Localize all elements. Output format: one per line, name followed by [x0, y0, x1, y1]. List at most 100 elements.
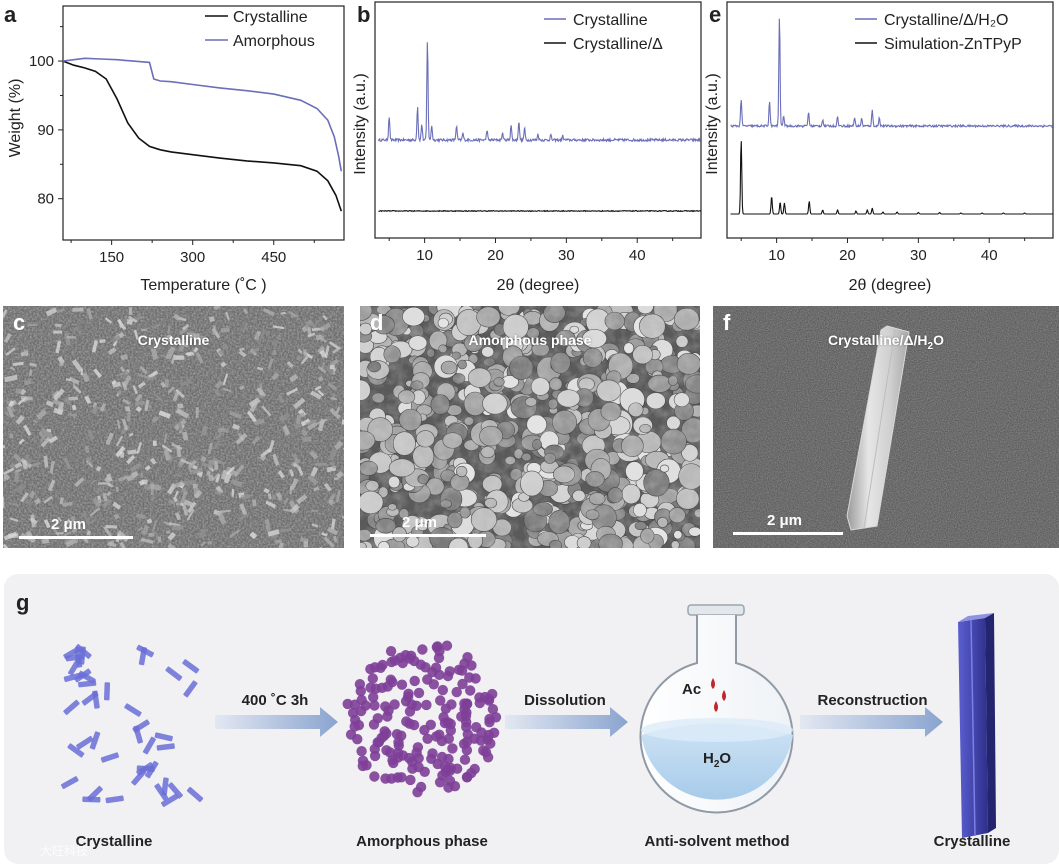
sem-c-flake	[263, 487, 270, 494]
step2-label: Dissolution	[524, 692, 606, 709]
sem-c-flake	[327, 382, 338, 391]
sem-c-flake	[192, 467, 204, 475]
sem-c-flake	[307, 332, 316, 338]
sem-c-flake	[218, 426, 230, 434]
sem-c-flake	[181, 323, 190, 331]
sem-c-flake	[302, 436, 312, 443]
sem-c-flake	[215, 473, 221, 483]
sem-c-flake	[177, 455, 188, 469]
sem-c-flake	[22, 349, 29, 357]
chart-e-legend-label: Simulation-ZnTPyP	[884, 36, 1022, 53]
sem-image-f: f Crystalline/Δ/H2O 2 μm	[713, 306, 1059, 548]
sem-c-flake	[164, 447, 169, 461]
sem-c-flake	[139, 365, 148, 375]
sem-c-flake	[43, 495, 53, 504]
sem-c-flake	[122, 398, 131, 406]
chart-a-series-amorphous	[62, 57, 343, 172]
sem-c-flake	[157, 536, 162, 543]
chart-e-xtick-label: 30	[910, 247, 927, 264]
sem-c-flake	[323, 536, 335, 548]
sem-c-flake	[56, 532, 64, 535]
sem-c-flake	[330, 396, 338, 401]
sem-c-flake	[52, 398, 62, 406]
sem-c-flake	[56, 307, 65, 314]
sem-c-flake	[319, 334, 325, 340]
panel-letter-e: e	[709, 2, 721, 27]
sem-c-flake	[71, 412, 78, 419]
sem-c-flake	[172, 524, 184, 531]
sem-c-flake	[303, 541, 308, 548]
sem-c-flake	[294, 422, 302, 430]
sem-c-flake	[12, 361, 24, 367]
sem-c-flake	[186, 332, 200, 339]
sem-c-flake	[195, 351, 204, 364]
sem-image-d: d Amorphous phase 2 μm	[360, 306, 700, 548]
sem-c-flake	[272, 453, 280, 466]
sem-c-flake	[163, 520, 172, 527]
sem-c-flake	[135, 405, 143, 413]
sem-c-flake	[112, 501, 122, 510]
sem-c-flake	[52, 388, 65, 401]
sem-c-flake	[146, 518, 153, 524]
sem-c-flake	[9, 433, 14, 439]
sem-c-flake	[208, 316, 215, 322]
chart-e-ylabel: Intensity (a.u.)	[705, 73, 721, 174]
sem-d-scale-bar	[370, 534, 486, 537]
sem-c-flake	[4, 411, 10, 417]
sem-c-flake	[99, 402, 107, 412]
panel-letter-d: d	[370, 310, 384, 335]
sem-c-flake	[229, 410, 242, 419]
sem-c-flake	[300, 429, 308, 437]
sem-c-flake	[271, 339, 278, 348]
chart-b-legend-label: Crystalline	[573, 12, 648, 29]
sem-c-flake	[239, 503, 248, 515]
sem-c-flake	[136, 441, 143, 455]
sem-c-flake	[105, 432, 114, 446]
sem-c-flake	[341, 419, 344, 425]
sem-c-flake	[258, 330, 266, 341]
sem-c-flake	[286, 361, 294, 369]
sem-c-flake	[302, 349, 308, 357]
sem-c-flake	[103, 525, 113, 538]
sem-c-flake	[55, 340, 62, 354]
sem-c-flake	[106, 473, 113, 482]
sem-c-flake	[171, 442, 183, 451]
sem-c-flake	[187, 501, 197, 514]
sem-c-flake	[329, 364, 335, 370]
sem-c-flake	[86, 530, 91, 536]
sem-c-flake	[258, 383, 263, 390]
sem-c-flake	[214, 431, 224, 440]
sem-c-flake	[214, 379, 224, 389]
sem-c-flake	[104, 317, 113, 324]
watermark: 大旺科技	[40, 844, 89, 858]
sem-c-flake	[63, 457, 72, 470]
sem-c-flake	[81, 372, 90, 383]
sem-c-flake	[149, 483, 162, 491]
chart-e-xtick-label: 40	[981, 247, 998, 264]
caption-amorphous-phase: Amorphous phase	[356, 833, 488, 850]
sem-c-flake	[246, 410, 257, 423]
sem-c-flake	[86, 308, 93, 320]
sem-c-flake	[126, 319, 133, 325]
sem-c-flake	[329, 341, 340, 350]
caption-anti-solvent: Anti-solvent method	[644, 833, 790, 850]
sem-f-scale-bar	[733, 532, 843, 535]
chart-e-xtick-label: 20	[839, 247, 856, 264]
sem-c-flake	[214, 491, 223, 495]
sem-c-flake	[234, 464, 245, 477]
chart-a-ylabel: Weight (%)	[7, 79, 24, 158]
panel-letter-a: a	[4, 2, 17, 27]
sem-c-flake	[28, 369, 33, 377]
sem-c-flake	[214, 389, 221, 397]
sem-c-flake	[194, 489, 203, 499]
sem-c-flake	[307, 474, 319, 486]
sem-c-flake	[160, 381, 166, 388]
chart-b-frame	[374, 1, 702, 239]
sem-c-flake	[140, 473, 144, 478]
sem-c-flake	[220, 469, 229, 480]
sem-c-flake	[272, 325, 285, 330]
sem-c-flake	[329, 407, 341, 420]
sem-c-flake	[74, 477, 85, 488]
sem-c-flake	[41, 538, 50, 544]
sem-c-flake	[124, 405, 131, 412]
